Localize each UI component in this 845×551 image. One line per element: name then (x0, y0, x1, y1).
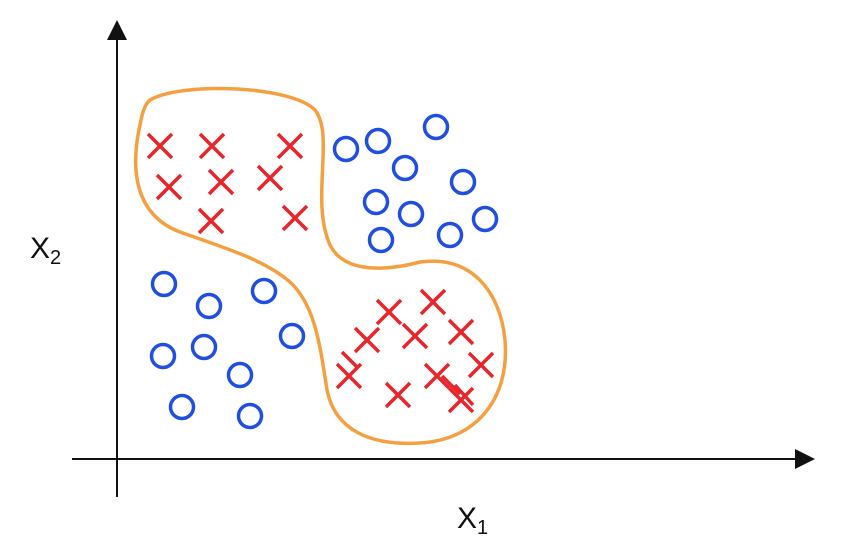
x-axis-label-subscript: 1 (477, 517, 489, 539)
circle-marker (422, 113, 450, 141)
circle-marker (391, 154, 419, 182)
circle-marker (278, 322, 306, 350)
cross-marker (467, 351, 495, 379)
cross-marker (375, 298, 403, 326)
circle-marker (226, 361, 254, 389)
cross-marker (353, 326, 381, 354)
cross-marker (447, 318, 475, 346)
circle-marker (236, 402, 264, 430)
cross-marker (423, 362, 451, 390)
circle-marker (168, 393, 196, 421)
cross-marker (401, 322, 429, 350)
cross-marker (276, 132, 304, 160)
cross-marker (440, 374, 462, 396)
cross-marker (447, 386, 475, 414)
y-axis-label-main: X (30, 232, 51, 265)
circle-marker (449, 168, 477, 196)
cross-marker (419, 288, 447, 316)
circle-marker (362, 188, 390, 216)
cross-marker (384, 381, 412, 409)
cross-markers-upper-left (146, 132, 309, 235)
cross-marker (146, 132, 174, 160)
circle-markers-upper-right (332, 113, 499, 254)
cross-marker (207, 168, 235, 196)
circle-marker (397, 200, 425, 228)
circle-marker (364, 127, 392, 155)
circle-marker (149, 342, 177, 370)
circle-marker (332, 135, 360, 163)
cross-marker (256, 164, 284, 192)
x-axis-label: X1 (457, 502, 489, 539)
circle-marker (195, 292, 223, 320)
cross-marker (281, 204, 309, 232)
circle-marker (250, 277, 278, 305)
cross-markers-lower-middle (335, 288, 495, 414)
cross-marker (155, 173, 183, 201)
cross-marker (340, 350, 360, 370)
cross-marker (198, 132, 226, 160)
circle-marker (436, 221, 464, 249)
circle-marker (471, 205, 499, 233)
cross-marker (453, 383, 475, 407)
circle-marker (190, 333, 218, 361)
y-axis-label: X2 (30, 232, 62, 269)
x-axis-label-main: X (457, 502, 478, 535)
y-axis-label-subscript: 2 (50, 247, 62, 269)
circle-marker (367, 226, 395, 254)
cross-marker (197, 207, 225, 235)
decision-boundary (133, 86, 508, 446)
circle-markers-lower-left (149, 270, 306, 430)
circle-marker (150, 270, 178, 298)
